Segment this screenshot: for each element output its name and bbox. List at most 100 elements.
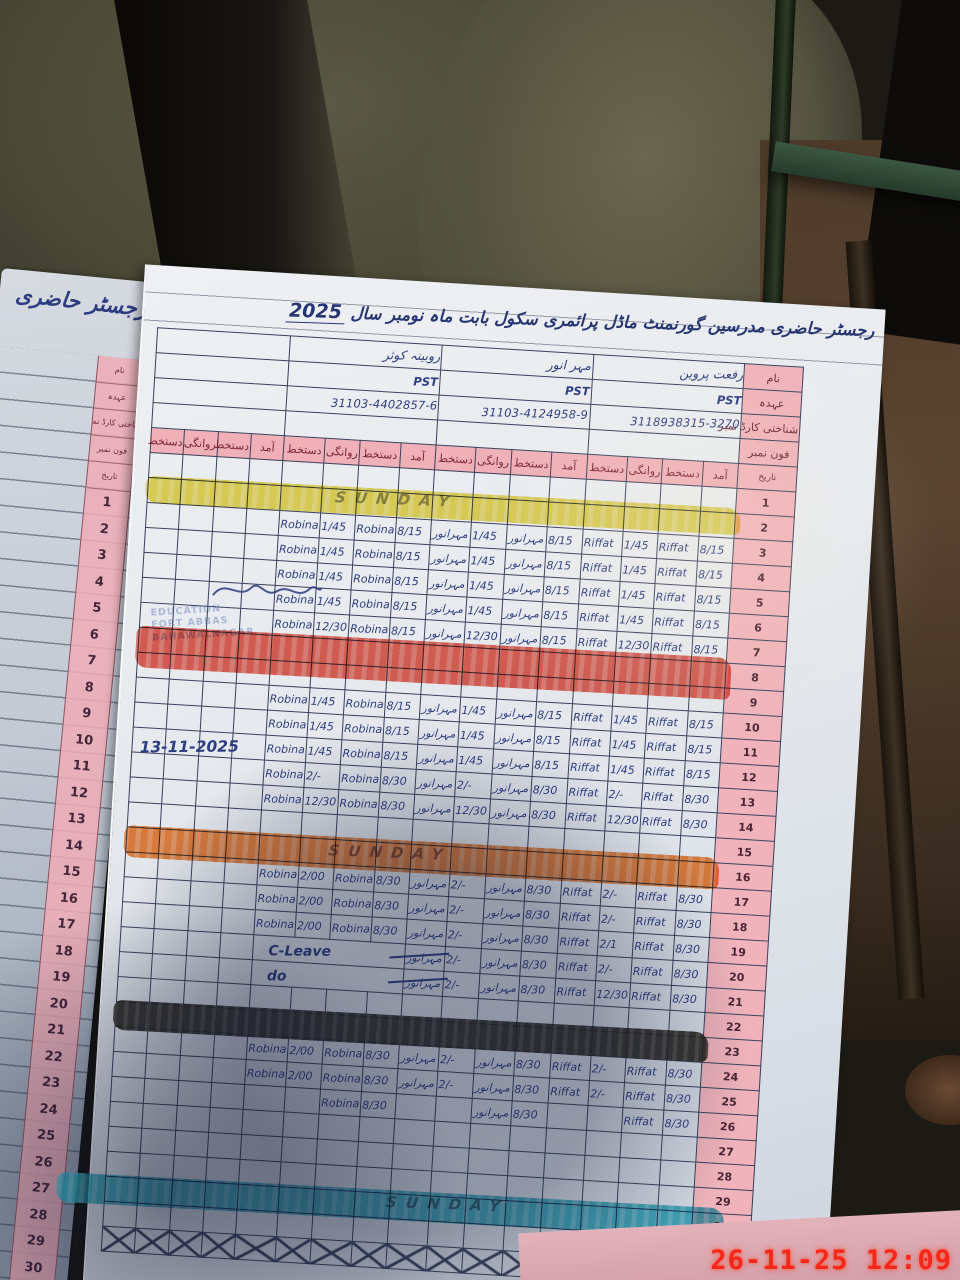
left-page-row-number: 25 [36, 1127, 56, 1145]
date-column-label: فون نمبر [738, 438, 799, 468]
cell-signature: Riffat [558, 903, 601, 931]
handwriting: 8/15 [395, 549, 421, 563]
cell-signature: Robina [329, 914, 372, 942]
cell-time: 1/45 [459, 696, 497, 725]
handwriting: 8/15 [688, 717, 714, 731]
cell-signature: Riffat [655, 558, 698, 587]
handwriting: 8/15 [390, 623, 416, 638]
handwriting: مہرانور [407, 925, 444, 940]
cell-time: 2/- [436, 1071, 474, 1099]
spare-cell [186, 930, 221, 958]
cell-time [356, 1141, 394, 1169]
mini-header-cell: دستخط [585, 454, 628, 482]
handwriting: Riffat [623, 1114, 654, 1128]
handwriting: 1/45 [470, 553, 496, 568]
cell-time [427, 1220, 465, 1249]
cell-signature: Robina [342, 714, 384, 743]
handwriting: مہرانور [421, 701, 458, 716]
cell-signature: مہرانور [472, 1073, 514, 1101]
handwriting: 8/30 [684, 792, 710, 806]
sunday-label: SUNDAY [327, 841, 453, 864]
cell-signature: Riffat [653, 583, 696, 612]
handwriting: Robina [331, 921, 371, 936]
cell-signature: Riffat [566, 778, 608, 807]
cell-time: 1/45 [467, 572, 505, 600]
cell-time: 8/15 [390, 592, 427, 620]
date-cell: 4 [731, 563, 792, 592]
handwriting: 8/30 [514, 1082, 540, 1097]
left-page-row-number: 19 [51, 969, 71, 987]
handwriting: مہرانور [503, 605, 539, 620]
left-page-row-number: 16 [59, 890, 79, 907]
cell-time: 8/30 [669, 985, 707, 1013]
cell-time: 8/30 [371, 891, 409, 920]
handwriting: 1/45 [458, 753, 484, 767]
handwriting: Riffat [646, 739, 677, 754]
cell-signature [391, 1143, 434, 1172]
teacher-cnic: 31103-4402857-6 [330, 395, 438, 413]
left-page-row-number: 1 [101, 494, 113, 511]
spare-cell [233, 708, 268, 736]
handwriting: مہرانور [474, 1080, 510, 1095]
left-page-column-label: شناختی کارڈ نمبر [91, 408, 138, 440]
cell-time: 2/- [589, 1055, 627, 1083]
spare-cell [210, 1082, 246, 1110]
handwriting: 8/30 [361, 1098, 387, 1112]
date-cell: 19 [708, 937, 769, 967]
cell-signature [241, 1109, 284, 1137]
handwriting: 8/30 [525, 907, 551, 922]
handwriting: 8/30 [363, 1073, 389, 1087]
cell-signature: Riffat [641, 783, 684, 811]
handwriting: Riffat [572, 710, 603, 725]
handwriting: 1/45 [308, 719, 334, 733]
handwriting: مہرانور [504, 581, 541, 595]
handwriting: 8/30 [676, 916, 702, 931]
handwriting: Riffat [558, 934, 589, 949]
handwriting: 1/45 [613, 712, 639, 727]
cell-signature: مہرانور [428, 544, 471, 573]
handwriting: Robina [321, 1095, 360, 1110]
handwriting: 2/- [602, 887, 618, 901]
left-page-column-label: عہدہ [93, 382, 141, 413]
year-label: سال [350, 303, 382, 324]
spare-cell [152, 928, 188, 956]
spare-cell [140, 1128, 176, 1156]
spare-cell [217, 957, 253, 985]
left-page-row-number: 23 [41, 1074, 61, 1092]
cell-time: 8/15 [686, 710, 724, 738]
handwriting: 8/30 [379, 798, 405, 813]
spare-cell [140, 577, 176, 605]
cell-signature: مہرانور [470, 1098, 513, 1126]
cell-signature: Riffat [630, 957, 673, 986]
period-label: بابت ماہ نومبر [386, 304, 489, 328]
handwriting: Robina [345, 696, 385, 711]
teacher-name: روبینہ کوثر [382, 346, 441, 364]
left-page-row-number: 15 [61, 863, 82, 881]
handwriting: 8/15 [693, 642, 719, 657]
cell-signature: Riffat [576, 603, 619, 632]
handwriting: 8/15 [696, 592, 722, 607]
cell-time: 1/45 [610, 706, 648, 734]
spare-cell [187, 905, 223, 933]
handwriting: 8/15 [694, 617, 720, 632]
handwriting: 2/00 [298, 893, 324, 908]
spare-cell [122, 876, 158, 904]
date-cell: 9 [723, 688, 784, 717]
handwriting: مہرانور [496, 705, 533, 720]
cell-signature [543, 1152, 585, 1181]
left-page-column-label: فون نمبر [88, 434, 136, 466]
handwriting: Riffat [580, 585, 611, 600]
handwriting: 1/45 [622, 562, 648, 577]
cell-time: 8/30 [665, 1060, 703, 1088]
crossed-cell [101, 1226, 137, 1254]
cell-signature: مہرانور [473, 1048, 516, 1076]
cell-time: 8/15 [382, 717, 420, 745]
cell-time: 8/30 [510, 1100, 548, 1128]
handwriting: 1/45 [460, 728, 486, 743]
handwriting: 1/45 [620, 587, 646, 602]
handwriting: مہرانور [416, 776, 453, 790]
handwriting: Robina [259, 866, 298, 881]
teacher-grade: PST [564, 383, 590, 398]
handwriting: Robina [265, 766, 304, 781]
cell-signature [620, 1132, 663, 1160]
